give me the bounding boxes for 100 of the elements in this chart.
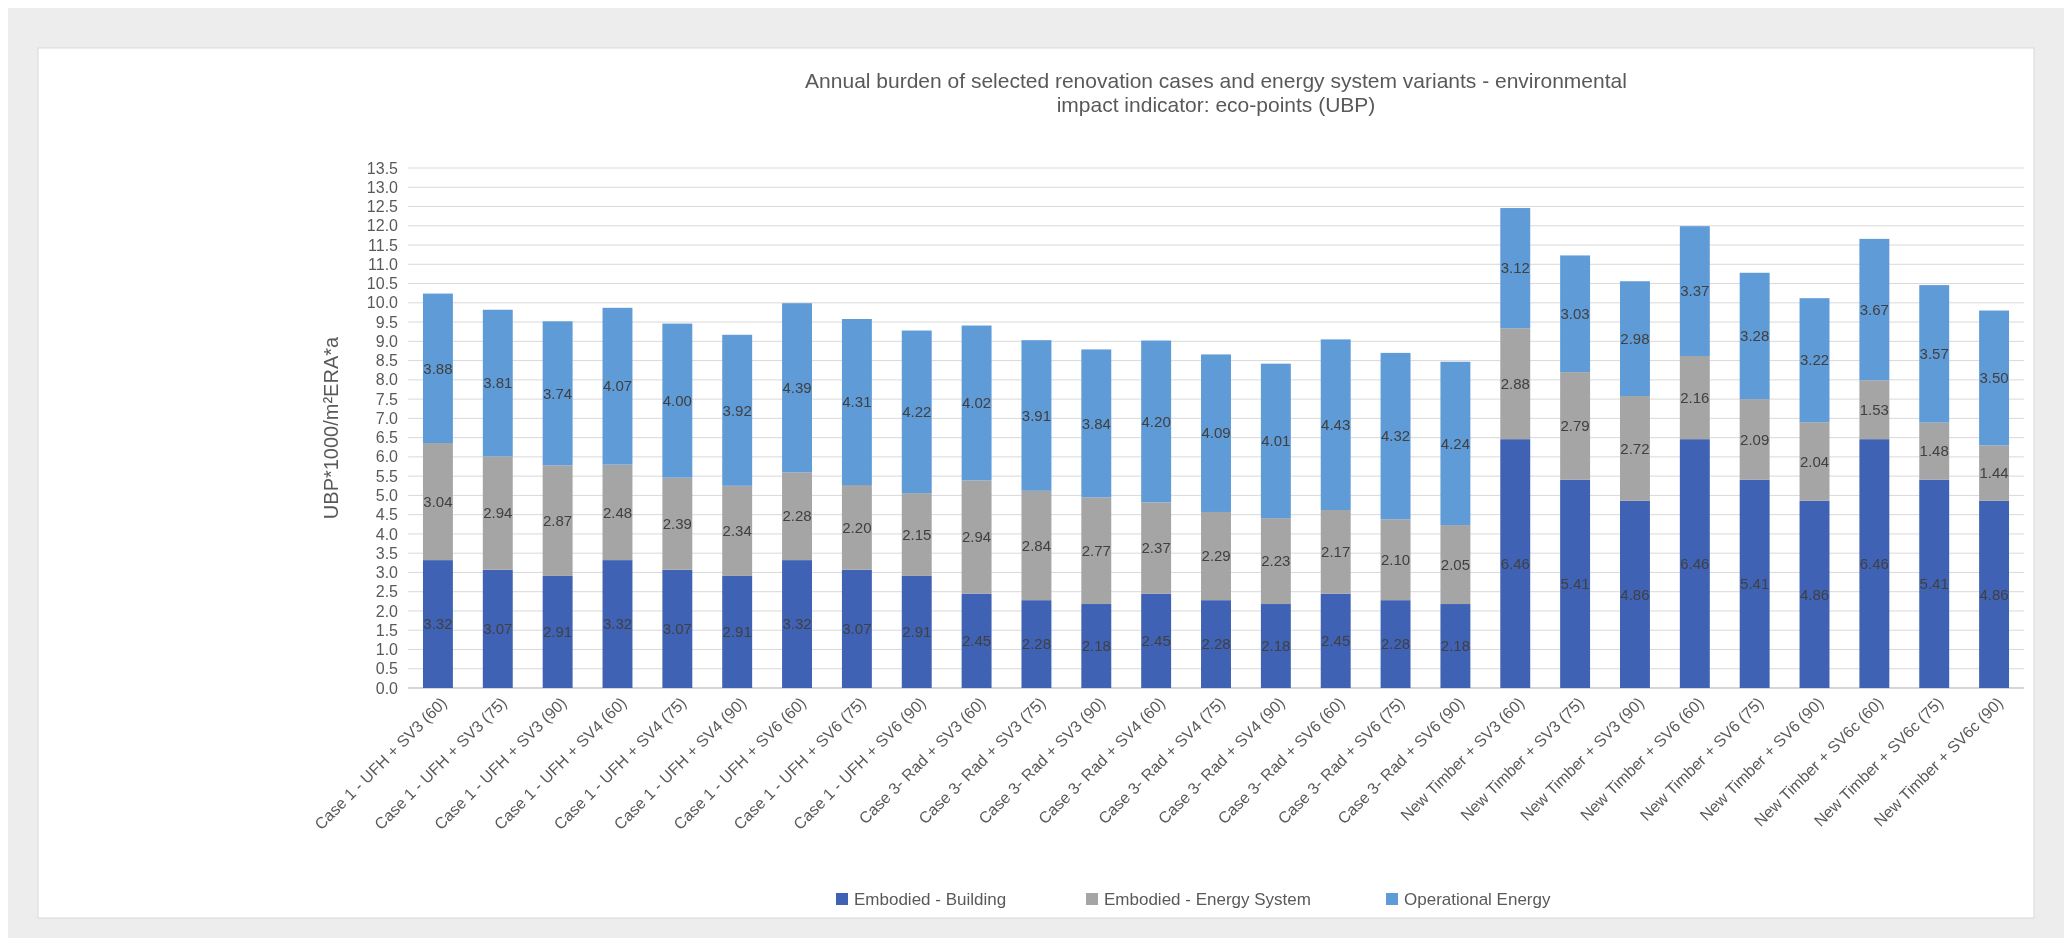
bar	[662, 477, 693, 570]
bar	[1799, 298, 1830, 423]
bar	[901, 493, 932, 576]
y-tick-label: 5.5	[375, 467, 399, 485]
bar	[1021, 340, 1052, 491]
data-label: 2.77	[1081, 541, 1111, 559]
bar	[662, 569, 693, 688]
y-tick-label: 6.5	[375, 429, 399, 447]
bar	[1320, 510, 1351, 594]
bar	[1560, 479, 1591, 688]
bar	[602, 560, 633, 688]
data-label: 3.07	[662, 620, 692, 638]
data-label: 2.28	[1380, 635, 1411, 653]
data-label: 3.07	[483, 620, 513, 638]
y-tick-label: 8.0	[375, 371, 399, 389]
data-label: 2.15	[902, 525, 932, 543]
bar	[1081, 497, 1112, 605]
chart-title: Annual burden of selected renovation cases and energy system variants - environmental impact indicator: eco-points (UBP)	[805, 69, 1627, 116]
data-label: 4.01	[1261, 432, 1291, 450]
bar	[1440, 525, 1471, 605]
bar	[1141, 340, 1172, 503]
bar	[422, 443, 453, 561]
bar	[1260, 518, 1291, 605]
y-tick-label: 1.5	[375, 621, 399, 639]
bar	[1859, 439, 1890, 688]
data-label: 2.04	[1799, 452, 1830, 470]
bar	[782, 472, 812, 561]
data-label: 3.32	[782, 615, 812, 633]
data-label: 2.79	[1560, 417, 1590, 435]
bar	[1260, 604, 1291, 688]
bar	[662, 323, 693, 478]
data-label: 4.02	[961, 394, 992, 412]
y-tick-label: 5.0	[375, 487, 399, 505]
bar	[1979, 500, 2010, 688]
legend-label: Embodied - Building	[854, 889, 1007, 909]
bar	[782, 560, 812, 688]
bar	[1141, 593, 1172, 688]
data-label: 2.28	[1021, 635, 1052, 653]
y-tick-label: 7.0	[375, 409, 399, 427]
bar	[482, 569, 513, 688]
data-label: 2.45	[961, 632, 992, 650]
bar	[1141, 502, 1172, 594]
y-tick-label: 4.0	[375, 525, 399, 543]
bar	[1201, 600, 1231, 688]
data-label: 2.29	[1201, 547, 1231, 565]
bar	[1620, 500, 1650, 688]
data-label: 2.18	[1440, 637, 1471, 655]
bar	[961, 325, 992, 481]
data-label: 4.09	[1201, 424, 1231, 442]
bar	[1380, 600, 1411, 688]
bar	[722, 485, 753, 576]
y-tick-label: 3.0	[375, 564, 399, 582]
data-label: 6.46	[1500, 554, 1530, 572]
data-label: 4.20	[1141, 412, 1171, 430]
bar	[901, 575, 932, 688]
bar	[1380, 352, 1411, 520]
data-label: 4.32	[1380, 427, 1411, 445]
bar	[782, 303, 812, 473]
bar	[1739, 272, 1770, 400]
bar	[961, 593, 992, 688]
bar	[1979, 445, 2010, 501]
data-label: 2.94	[961, 528, 992, 546]
data-label: 2.72	[1620, 439, 1650, 457]
data-label: 3.32	[602, 615, 633, 633]
bar	[1021, 490, 1052, 601]
bar	[1919, 422, 1950, 480]
bar	[1500, 439, 1531, 688]
data-label: 2.91	[543, 623, 573, 641]
data-label: 4.22	[902, 403, 932, 421]
data-label: 2.98	[1620, 329, 1650, 347]
data-label: 2.91	[902, 623, 932, 641]
bar	[1799, 422, 1830, 501]
data-label: 2.88	[1500, 374, 1530, 392]
bar	[1739, 479, 1770, 688]
bar	[1560, 255, 1591, 373]
data-label: 3.74	[543, 384, 573, 402]
y-axis-title: UBP*1000/m²ERA*a	[320, 335, 342, 520]
data-label: 3.04	[423, 492, 453, 510]
legend-label: Operational Energy	[1404, 889, 1551, 909]
data-label: 2.18	[1261, 637, 1291, 655]
bar	[1560, 372, 1591, 480]
data-label: 4.86	[1799, 585, 1830, 603]
bar	[422, 560, 453, 688]
data-label: 3.91	[1021, 406, 1052, 424]
bar	[1380, 519, 1411, 601]
data-label: 3.22	[1799, 351, 1830, 369]
data-label: 1.53	[1859, 400, 1889, 418]
data-label: 4.24	[1440, 434, 1471, 452]
y-tick-label: 0.5	[375, 660, 399, 678]
y-tick-label: 2.0	[375, 602, 399, 620]
bar	[1620, 281, 1650, 397]
bar	[542, 465, 573, 576]
bar	[1799, 500, 1830, 688]
data-label: 2.28	[1201, 635, 1231, 653]
data-label: 2.94	[483, 504, 513, 522]
data-label: 6.46	[1859, 554, 1889, 572]
y-tick-label: 0.0	[375, 679, 399, 697]
data-label: 3.84	[1081, 414, 1111, 432]
bar	[1919, 479, 1950, 688]
bar	[1500, 328, 1531, 440]
